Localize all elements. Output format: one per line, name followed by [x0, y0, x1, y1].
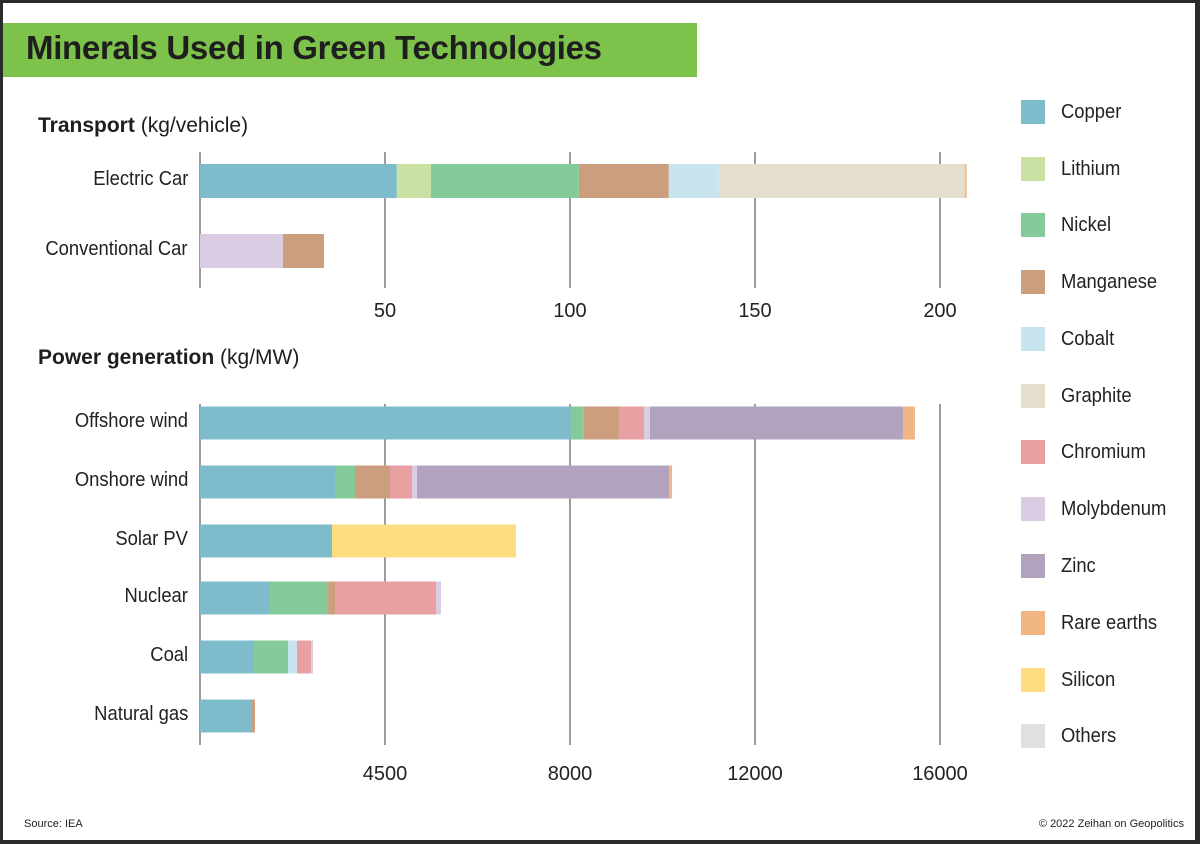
legend-label: Others	[1061, 725, 1117, 747]
x-tick-label: 100	[553, 300, 587, 322]
bar-segment-copper	[200, 164, 397, 198]
power-title-bold: Power generation	[38, 346, 215, 369]
category-label: Onshore wind	[74, 469, 188, 491]
transport-section-title: Transport (kg/vehicle)	[38, 114, 248, 138]
x-tick-label: 8000	[547, 763, 593, 785]
bar-segment-manganese	[328, 581, 336, 615]
legend-swatch	[1021, 270, 1045, 294]
bar-segment-rare-earths	[669, 465, 673, 499]
legend-swatch	[1021, 440, 1045, 464]
bar-segment-chromium	[618, 406, 644, 440]
legend-label: Zinc	[1061, 555, 1096, 577]
bar-segment-zinc	[417, 465, 670, 499]
legend-label: Chromium	[1061, 441, 1146, 463]
x-tick-label: 12000	[727, 763, 783, 785]
x-tick-label: 150	[738, 300, 772, 322]
legend-swatch	[1021, 724, 1045, 748]
copyright-note: © 2022 Zeihan on Geopolitics	[1038, 818, 1184, 830]
legend-swatch	[1021, 497, 1045, 521]
category-label: Electric Car	[92, 168, 188, 190]
category-label: Natural gas	[93, 703, 188, 725]
bar-segment-manganese	[354, 465, 390, 499]
bar-segment-copper	[200, 640, 254, 674]
power-title-unit: (kg/MW)	[220, 346, 300, 369]
category-label: Conventional Car	[45, 238, 188, 260]
power-section-title: Power generation (kg/MW)	[38, 346, 299, 370]
bar-segment-copper	[200, 581, 270, 615]
bar-segment-nickel	[335, 465, 355, 499]
bar-segment-rare-earths	[902, 406, 915, 440]
bar-segment-molybdenum	[311, 640, 314, 674]
legend-label: Rare earths	[1061, 612, 1158, 634]
bar-segment-chromium	[297, 640, 312, 674]
legend-swatch	[1021, 611, 1045, 635]
bar-segment-molybdenum	[436, 581, 442, 615]
legend-swatch	[1021, 213, 1045, 237]
bar-segment-chromium	[389, 465, 413, 499]
source-note: Source: IEA	[24, 818, 83, 830]
bar-segment-copper	[200, 699, 252, 733]
bar-segment-lithium	[396, 164, 431, 198]
bar-segment-manganese	[282, 234, 324, 268]
bar-segment-molybdenum	[643, 406, 650, 440]
bar-segment-nickel	[269, 581, 329, 615]
legend-swatch	[1021, 668, 1045, 692]
legend-swatch	[1021, 554, 1045, 578]
bar-segment-cobalt	[668, 164, 719, 198]
legend-label: Molybdenum	[1061, 498, 1167, 520]
bar-segment-molybdenum	[200, 234, 283, 268]
title-banner	[3, 23, 697, 77]
legend-label: Manganese	[1061, 271, 1158, 293]
bar-segment-copper	[200, 465, 336, 499]
bar-segment-nickel	[570, 406, 584, 440]
legend-label: Graphite	[1061, 385, 1132, 407]
bar-segment-manganese	[251, 699, 255, 733]
legend-label: Silicon	[1061, 669, 1116, 691]
bar-segment-copper	[200, 406, 571, 440]
bar-segment-copper	[200, 524, 332, 558]
legend-swatch	[1021, 384, 1045, 408]
transport-title-unit: (kg/vehicle)	[140, 114, 249, 137]
chart-title: Minerals Used in Green Technologies	[26, 29, 602, 66]
bar-segment-molybdenum	[412, 465, 418, 499]
legend-label: Nickel	[1061, 214, 1112, 236]
bar-segment-nickel	[253, 640, 289, 674]
bar-segment-zinc	[649, 406, 903, 440]
bar-segment-manganese	[583, 406, 619, 440]
category-label: Offshore wind	[74, 410, 188, 432]
bar-segment-rare-earths	[964, 164, 967, 198]
bar-segment-graphite	[718, 164, 965, 198]
bar-segment-nickel	[430, 164, 579, 198]
category-label: Solar PV	[115, 528, 188, 550]
legend-swatch	[1021, 100, 1045, 124]
x-tick-label: 50	[373, 300, 397, 322]
legend-swatch	[1021, 327, 1045, 351]
x-tick-label: 4500	[362, 763, 408, 785]
bar-segment-cobalt	[288, 640, 298, 674]
category-label: Nuclear	[124, 585, 188, 607]
x-tick-label: 200	[923, 300, 957, 322]
bar-segment-silicon	[331, 524, 516, 558]
category-label: Coal	[150, 644, 188, 666]
bar-segment-manganese	[578, 164, 669, 198]
legend-label: Lithium	[1061, 158, 1121, 180]
legend-label: Copper	[1061, 101, 1122, 123]
x-tick-label: 16000	[912, 763, 968, 785]
legend-swatch	[1021, 157, 1045, 181]
bar-segment-chromium	[335, 581, 437, 615]
legend-label: Cobalt	[1061, 328, 1115, 350]
transport-title-bold: Transport	[38, 114, 135, 137]
